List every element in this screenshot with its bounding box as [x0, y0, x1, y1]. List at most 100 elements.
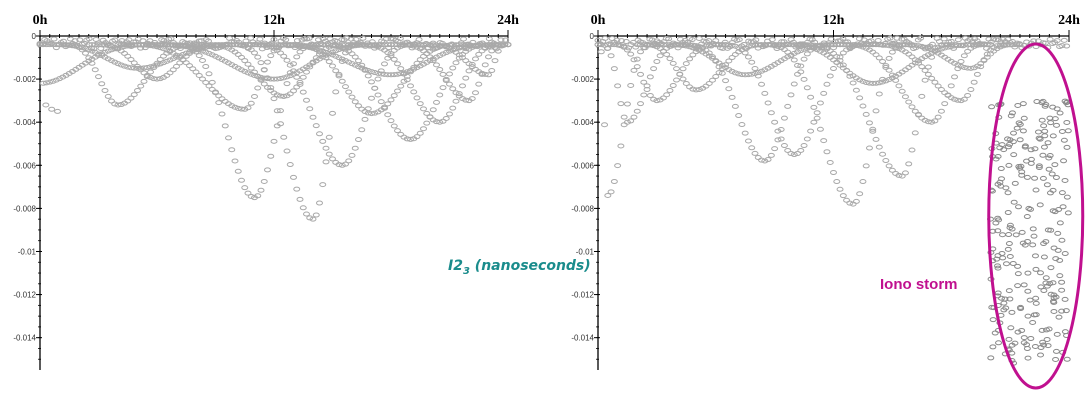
data-point [475, 51, 483, 57]
data-point [898, 88, 906, 94]
data-point [794, 42, 802, 48]
data-point [633, 42, 641, 48]
data-point [1053, 331, 1061, 337]
data-point [665, 36, 673, 42]
data-point [1044, 140, 1052, 146]
data-point [951, 74, 959, 80]
data-point [381, 61, 388, 67]
data-point [384, 112, 392, 118]
data-point [846, 42, 854, 48]
y-tick-label: -0.014 [13, 334, 36, 343]
data-point [1037, 284, 1045, 290]
data-point [465, 68, 473, 74]
data-point [810, 104, 818, 110]
data-point [911, 42, 919, 48]
data-point [888, 42, 896, 48]
data-point [1005, 336, 1013, 342]
data-point [708, 77, 716, 83]
data-point [279, 35, 287, 41]
data-point [319, 42, 327, 48]
data-point [905, 161, 913, 167]
data-point [659, 48, 667, 54]
data-point [1041, 40, 1049, 46]
data-point [1058, 43, 1066, 49]
data-point [803, 136, 811, 142]
data-point [875, 55, 883, 61]
data-point [449, 65, 457, 71]
data-point [374, 70, 382, 76]
data-point [843, 42, 851, 48]
data-point [283, 57, 291, 63]
data-point [1039, 175, 1047, 181]
data-point [358, 127, 366, 133]
data-point [504, 42, 512, 48]
data-point [1027, 206, 1035, 212]
data-point [130, 65, 138, 71]
data-point [199, 76, 206, 82]
data-point [381, 105, 388, 111]
data-point [316, 131, 323, 137]
data-point [833, 54, 841, 60]
data-point [983, 54, 991, 60]
data-point [617, 143, 625, 149]
data-point [954, 42, 962, 48]
data-point [1032, 266, 1040, 272]
data-point [800, 56, 808, 62]
data-point [780, 42, 788, 48]
data-point [630, 67, 638, 73]
data-point [610, 66, 618, 72]
data-point [735, 113, 743, 119]
data-point [941, 101, 949, 107]
data-point [1000, 43, 1008, 49]
data-point [186, 44, 193, 50]
data-point [1010, 152, 1018, 158]
data-point [673, 42, 680, 48]
data-point [688, 37, 696, 43]
data-point [1033, 99, 1041, 105]
data-point [433, 42, 440, 48]
data-point [1016, 42, 1024, 48]
data-point [390, 72, 398, 78]
data-point [957, 59, 965, 65]
data-point [282, 37, 290, 43]
data-point [299, 89, 307, 95]
data-point [423, 120, 431, 126]
data-point [607, 189, 615, 195]
data-point [1046, 281, 1054, 287]
data-point [735, 71, 743, 77]
data-point [921, 67, 929, 73]
data-point [1040, 241, 1048, 247]
data-point [459, 44, 466, 50]
data-point [429, 58, 437, 64]
data-point [741, 130, 749, 136]
data-point [689, 52, 697, 58]
data-point [1006, 296, 1014, 302]
data-point [960, 96, 968, 102]
data-point [384, 101, 392, 107]
data-point [666, 56, 674, 62]
data-point [329, 63, 336, 69]
data-point [643, 87, 651, 93]
x-tick-label: 0h [591, 13, 606, 28]
data-point [374, 92, 382, 98]
data-point [646, 74, 654, 80]
data-point [264, 76, 271, 82]
data-point [1037, 270, 1045, 276]
data-point [768, 37, 776, 43]
data-point [205, 44, 213, 50]
data-point [43, 80, 50, 86]
data-point [666, 87, 674, 93]
data-point [816, 126, 824, 132]
data-point [1063, 194, 1071, 200]
data-point [774, 128, 782, 134]
data-point [465, 43, 473, 49]
data-point [1021, 144, 1029, 150]
data-point [1020, 335, 1028, 341]
data-point [1056, 273, 1064, 279]
data-point [610, 42, 618, 48]
data-point [1050, 245, 1058, 251]
data-point [1014, 329, 1022, 335]
data-point [686, 56, 694, 62]
data-point [387, 97, 395, 103]
data-point [673, 66, 680, 72]
